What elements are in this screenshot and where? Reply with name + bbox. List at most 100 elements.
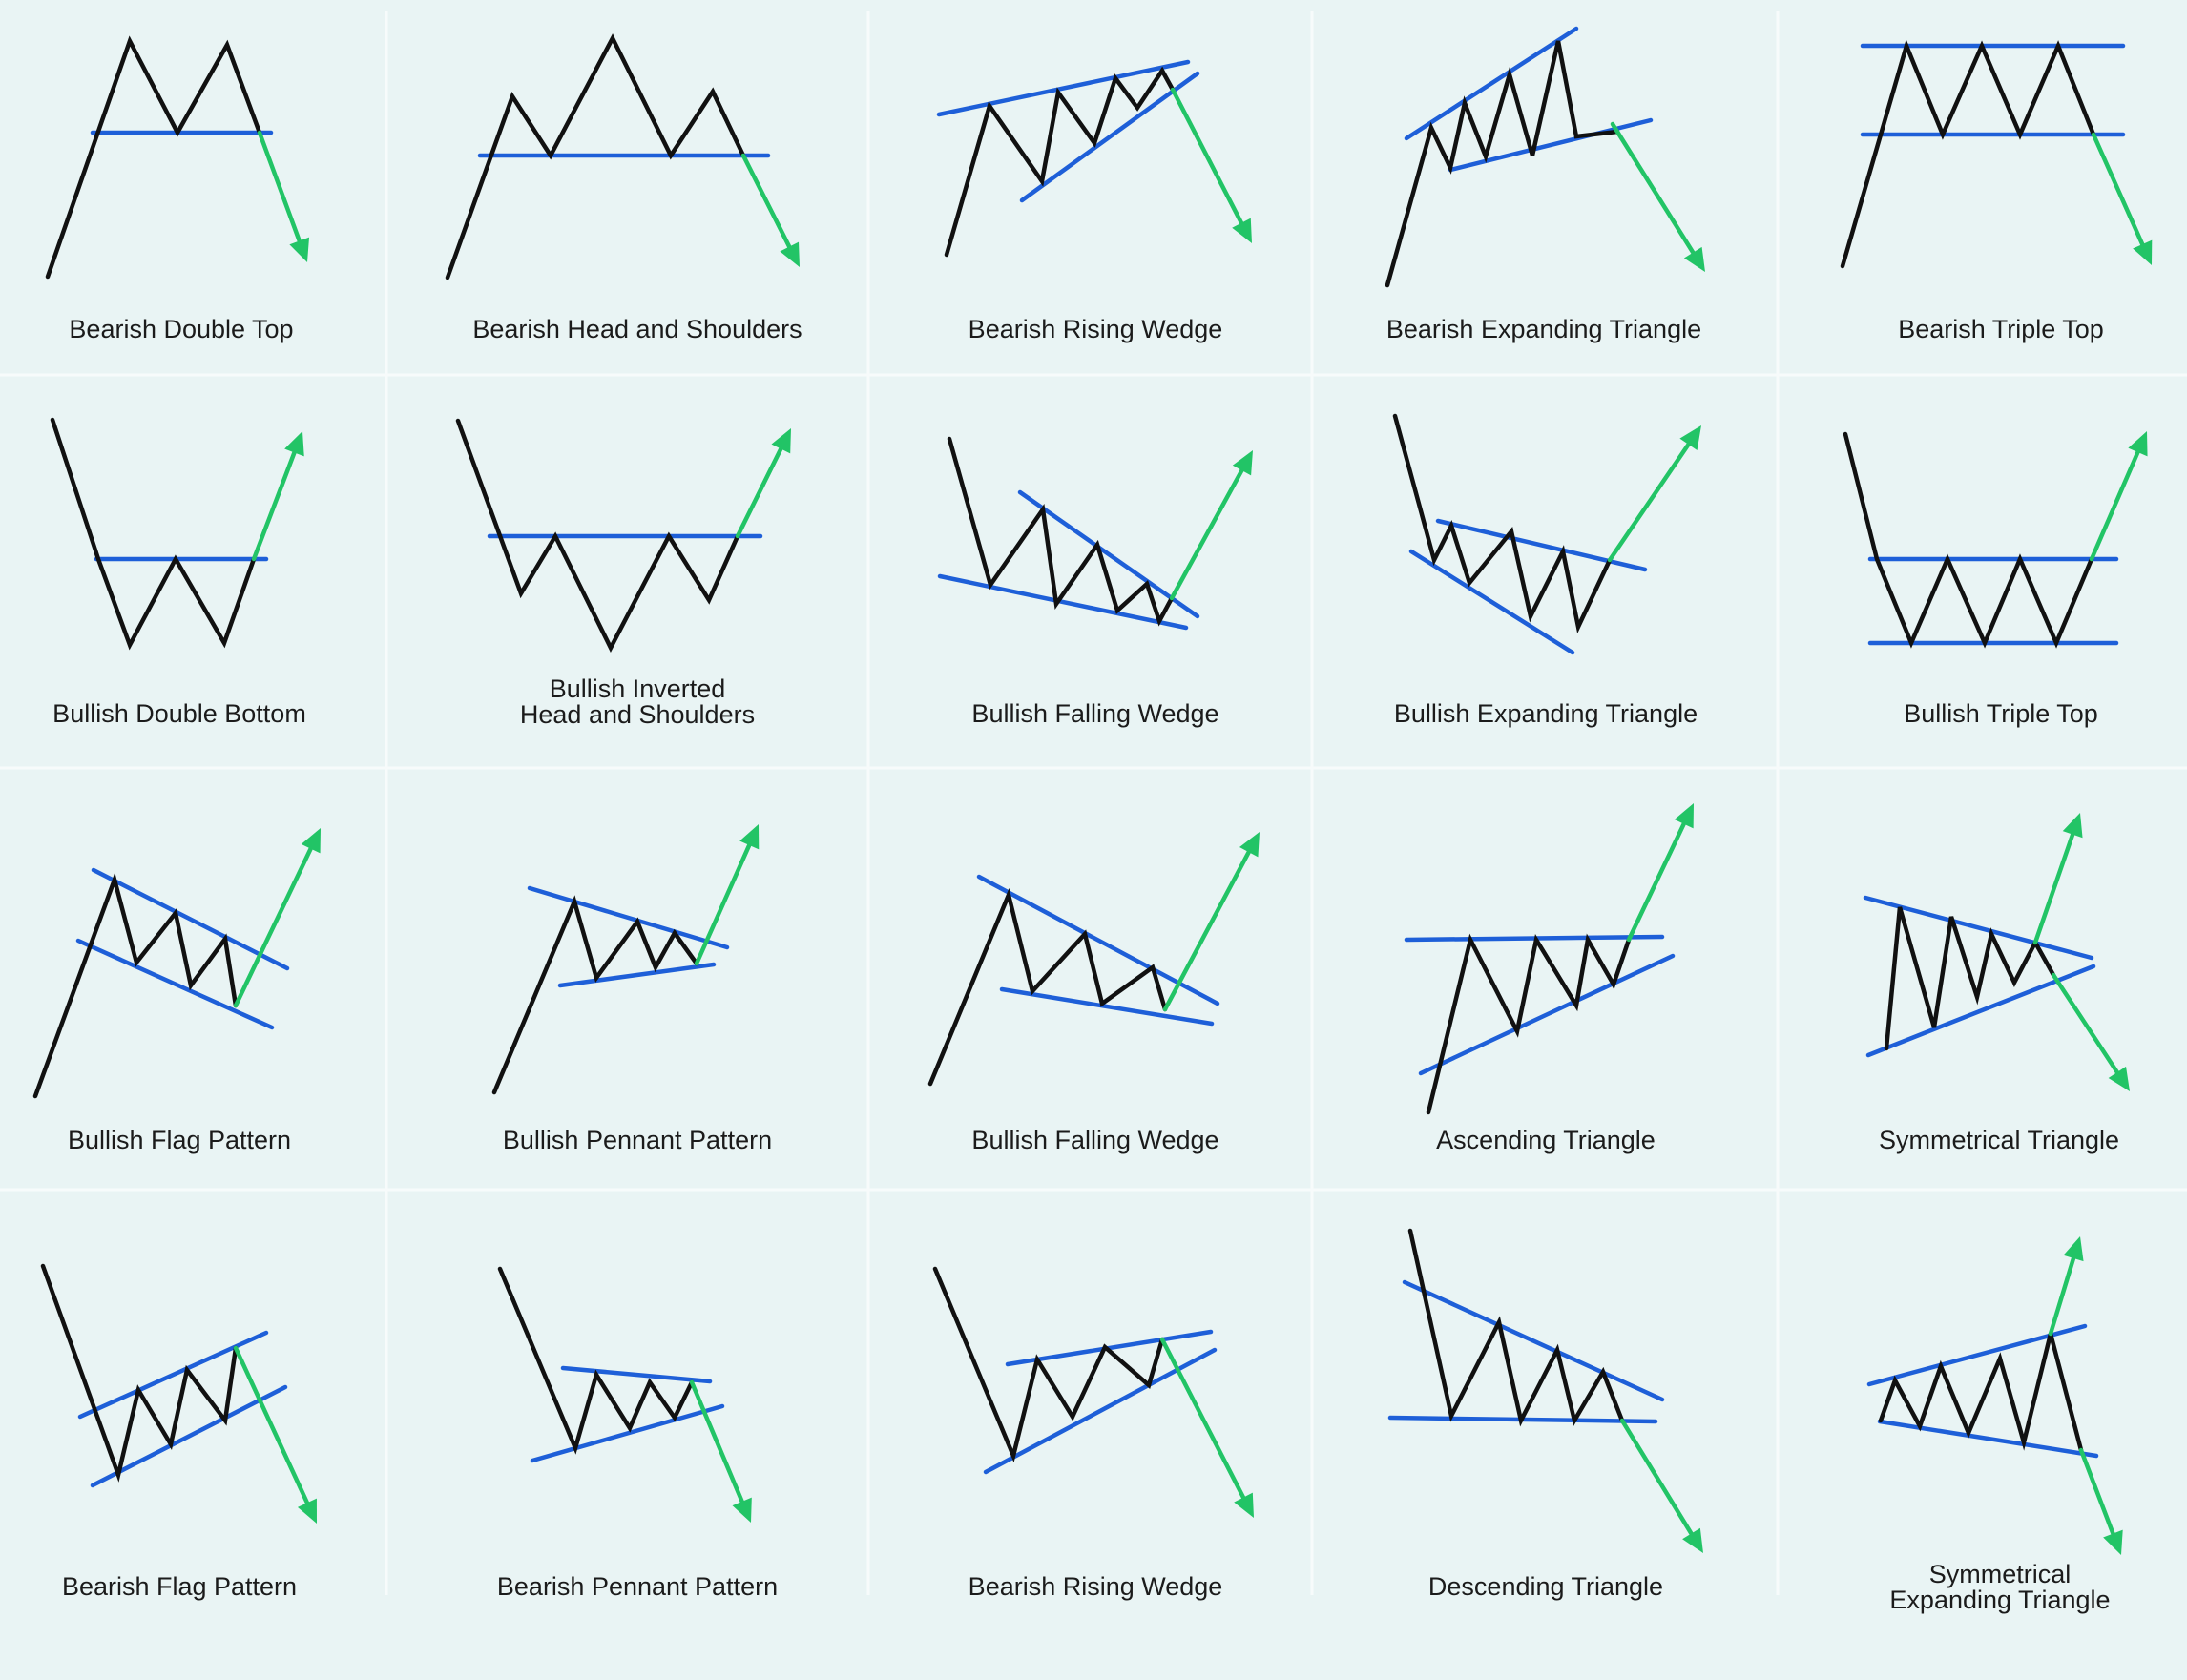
breakout-arrow-shaft xyxy=(2051,972,2120,1075)
pattern-bullish-expanding-triangle xyxy=(1392,413,1701,655)
price-path xyxy=(40,1263,239,1483)
pattern-label-line: Bullish Double Bottom xyxy=(52,698,306,728)
pattern-label-line: Bullish Falling Wedge xyxy=(971,1125,1219,1154)
pattern-label-bearish-pennant-pattern: Bearish Pennant Pattern xyxy=(496,1571,779,1601)
pattern-label-line: Bearish Head and Shoulders xyxy=(472,314,802,343)
breakout-arrow-shaft xyxy=(233,846,313,1008)
pattern-label-line: Descending Triangle xyxy=(1427,1571,1664,1601)
pattern-bullish-pennant-pattern xyxy=(491,824,760,1095)
price-path xyxy=(1392,413,1613,634)
price-path xyxy=(1843,431,2094,649)
pattern-label-line: Bearish Pennant Pattern xyxy=(496,1571,779,1601)
price-path xyxy=(1407,1228,1625,1427)
pattern-bullish-triple-top xyxy=(1843,431,2148,649)
pattern-bearish-rising-wedge-2 xyxy=(932,1266,1254,1518)
pattern-bearish-rising-wedge-1 xyxy=(936,59,1252,258)
breakout-arrow-head xyxy=(1682,1527,1703,1553)
pattern-label-bullish-expanding-triangle: Bullish Expanding Triangle xyxy=(1393,698,1698,728)
pattern-label-line: Bullish Triple Top xyxy=(1904,698,2098,728)
price-path xyxy=(944,66,1176,258)
breakout-arrow-shaft xyxy=(1619,1418,1694,1536)
pattern-label-line: Ascending Triangle xyxy=(1436,1125,1656,1154)
breakout-arrow-shaft xyxy=(1169,467,1244,601)
pattern-label-descending-triangle: Descending Triangle xyxy=(1427,1571,1664,1601)
trendline xyxy=(557,962,717,988)
breakout-arrow-shaft xyxy=(1162,849,1251,1012)
breakout-arrow-head xyxy=(2108,1066,2130,1091)
pattern-label-bullish-falling-wedge-1: Bullish Falling Wedge xyxy=(971,700,1218,727)
pattern-label-symmetrical-expanding-triangle: Symmetrical Expanding Triangle xyxy=(1889,1562,2110,1613)
breakout-arrow-head xyxy=(2133,239,2153,265)
breakout-arrow-shaft xyxy=(2048,1255,2076,1337)
price-path xyxy=(927,887,1168,1087)
trendline xyxy=(999,986,1215,1027)
price-path xyxy=(445,33,746,280)
breakout-arrow-head xyxy=(301,828,321,854)
pattern-bearish-triple-top xyxy=(1840,39,2153,269)
breakout-arrow-head xyxy=(771,428,791,454)
breakout-arrow-head xyxy=(1679,425,1701,451)
trendline xyxy=(1017,489,1200,619)
pattern-label-bearish-triple-top: Bearish Triple Top xyxy=(1898,314,2104,343)
pattern-label-line: Symmetrical Triangle xyxy=(1878,1125,2120,1154)
pattern-label-bullish-double-bottom: Bullish Double Bottom xyxy=(52,698,306,728)
trendline xyxy=(560,1365,713,1384)
breakout-arrow-shaft xyxy=(1159,1337,1246,1500)
breakout-arrow-shaft xyxy=(694,842,752,966)
pattern-label-line: Expanding Triangle xyxy=(1889,1586,2111,1614)
pattern-bullish-double-bottom xyxy=(50,417,304,651)
breakout-arrow-shaft xyxy=(251,450,297,562)
pattern-bullish-falling-wedge-2 xyxy=(927,832,1260,1087)
trendline xyxy=(77,1330,269,1420)
pattern-label-bullish-triple-top: Bullish Triple Top xyxy=(1904,698,2098,728)
price-path xyxy=(1426,933,1632,1115)
pattern-label-line: Bearish Double Top xyxy=(69,314,294,343)
breakout-arrow-head xyxy=(1232,450,1253,476)
price-path xyxy=(1385,40,1620,288)
breakout-arrow-shaft xyxy=(1610,121,1696,255)
pattern-label-line: Bullish Flag Pattern xyxy=(67,1125,292,1154)
breakout-arrow-shaft xyxy=(2091,132,2145,247)
pattern-label-bearish-head-and-shoulders: Bearish Head and Shoulders xyxy=(472,314,802,343)
trendline xyxy=(937,573,1189,631)
breakout-arrow-head xyxy=(739,824,760,850)
breakout-arrow-head xyxy=(1234,1492,1254,1518)
trendline xyxy=(1863,895,2094,961)
breakout-arrow-shaft xyxy=(257,130,302,243)
price-path xyxy=(932,1266,1165,1463)
breakout-arrow-shaft xyxy=(2089,449,2140,562)
pattern-bearish-head-and-shoulders xyxy=(445,33,800,280)
pattern-label-bullish-falling-wedge-2: Bullish Falling Wedge xyxy=(971,1125,1219,1154)
pattern-label-bearish-flag-pattern: Bearish Flag Pattern xyxy=(62,1573,297,1600)
pattern-label-line: Bearish Triple Top xyxy=(1898,314,2104,343)
trendline xyxy=(1408,549,1575,655)
breakout-arrow-shaft xyxy=(2078,1447,2115,1536)
pattern-descending-triangle xyxy=(1387,1228,1703,1553)
pattern-bearish-flag-pattern xyxy=(40,1263,317,1524)
breakout-arrow-shaft xyxy=(1170,87,1244,225)
breakout-arrow-head xyxy=(1239,832,1260,858)
pattern-label-ascending-triangle: Ascending Triangle xyxy=(1436,1125,1656,1154)
price-path xyxy=(1840,39,2096,269)
pattern-label-line: Bullish Pennant Pattern xyxy=(502,1125,773,1154)
pattern-label-bullish-inverted-head-and-shoulders: Bullish Inverted Head and Shoulders xyxy=(520,676,755,728)
trendline xyxy=(983,1347,1218,1475)
trendline xyxy=(75,938,275,1030)
breakout-arrow-head xyxy=(2103,1529,2123,1555)
pattern-symmetrical-expanding-triangle xyxy=(1866,1236,2123,1555)
trendline xyxy=(1404,26,1579,141)
trendline xyxy=(1404,934,1665,943)
pattern-label-line: Bullish Inverted xyxy=(549,674,726,703)
pattern-ascending-triangle xyxy=(1404,803,1694,1115)
price-path xyxy=(491,895,699,1095)
breakout-arrow-head xyxy=(1674,803,1694,829)
trendline xyxy=(1418,953,1676,1076)
pattern-label-line: Bullish Expanding Triangle xyxy=(1393,698,1698,728)
trendline xyxy=(530,1403,725,1463)
breakout-arrow-shaft xyxy=(1626,821,1686,943)
pattern-bullish-falling-wedge-1 xyxy=(937,436,1253,631)
breakout-arrow-head xyxy=(780,241,800,267)
pattern-label-symmetrical-triangle: Symmetrical Triangle xyxy=(1878,1125,2120,1154)
